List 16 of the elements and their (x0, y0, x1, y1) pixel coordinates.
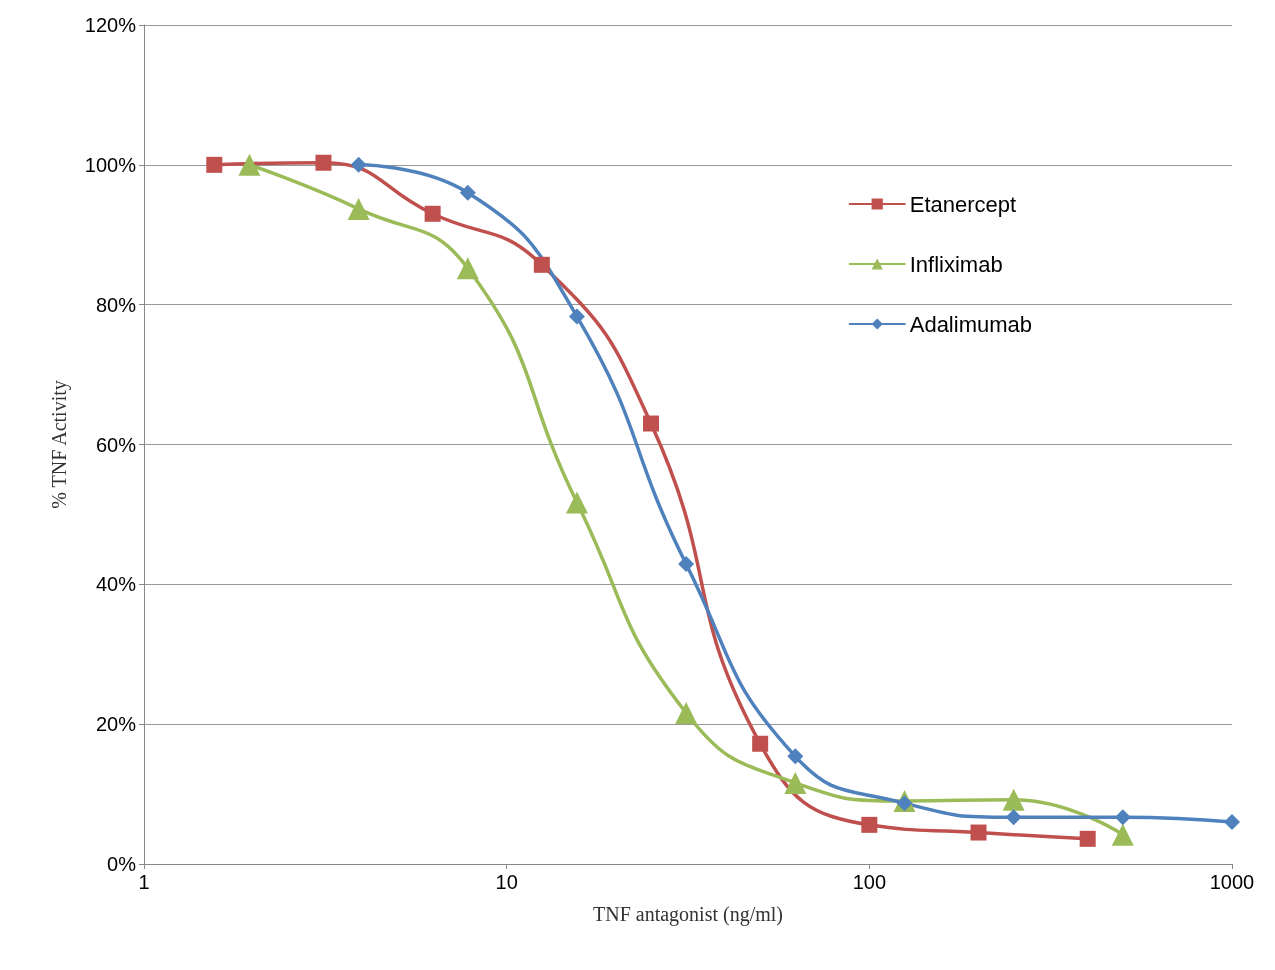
x-axis-title: TNF antagonist (ng/ml) (593, 903, 783, 926)
y-tick-label: 60% (95, 433, 137, 456)
y-tick-label: 20% (95, 713, 137, 736)
y-axis-title: % TNF Activity (48, 380, 71, 509)
y-tick-label: 100% (84, 153, 137, 176)
x-tick-label: 1 (138, 871, 150, 893)
x-tick-label: 10 (495, 871, 518, 893)
x-tick-label: 100 (852, 871, 887, 893)
legend-label: Adalimumab (909, 311, 1032, 337)
legend-label: Etanercept (909, 191, 1017, 217)
y-tick-label: 40% (95, 573, 137, 596)
legend-label: Infliximab (909, 251, 1003, 277)
y-tick-label: 80% (95, 293, 137, 316)
x-tick-label: 1000 (1209, 871, 1255, 893)
y-tick-label: 0% (107, 853, 137, 875)
y-tick-label: 120% (84, 14, 137, 36)
